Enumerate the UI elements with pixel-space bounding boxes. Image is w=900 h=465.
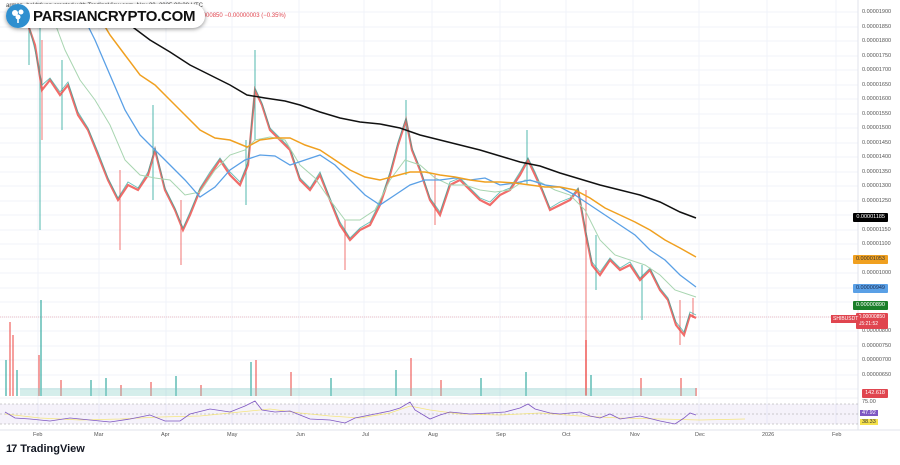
ma50-line	[79, 9, 697, 288]
price-label: 0.00001550	[862, 111, 892, 117]
ma20-price-tag: 0.00000890	[852, 301, 888, 310]
volume-bars	[5, 300, 697, 396]
volume-tag: 142.618	[862, 389, 888, 398]
bar-countdown: 15:21:52	[858, 321, 879, 327]
time-label: May	[227, 432, 238, 438]
ohlc-values: L0.00000843 C0.00000850 −0.00000003 (−0.…	[150, 13, 286, 19]
ma100-price-tag: 0.00001053	[852, 255, 888, 264]
price-label: 0.00001700	[862, 67, 892, 73]
price-label: 0.00000700	[862, 357, 892, 363]
tradingview-logo-icon: 17	[6, 443, 17, 455]
rsi-ma-value-tag: 38.33	[860, 419, 878, 425]
last-price-tag: 0.00000850 15:21:52	[855, 313, 888, 329]
price-label: 0.00000650	[862, 372, 892, 378]
tradingview-brand[interactable]: 17 TradingView	[6, 443, 85, 455]
price-label: 0.00001300	[862, 183, 892, 189]
price-label: 0.00000750	[862, 343, 892, 349]
time-label: Nov	[630, 432, 640, 438]
time-label: Aug	[428, 432, 438, 438]
ma100-line	[94, 9, 697, 258]
price-label: 0.00001800	[862, 38, 892, 44]
price-label: 0.00001850	[862, 24, 892, 30]
time-label: Jun	[296, 432, 305, 438]
price-label: 0.00000800	[862, 328, 892, 334]
ma50-price-tag: 0.00000949	[852, 284, 888, 293]
watermark-badge: PARSIANCRYPTO.COM	[6, 4, 206, 28]
rsi-axis[interactable]: 75.00 47.92 38.33	[860, 398, 900, 430]
price-label: 0.00001650	[862, 82, 892, 88]
ma200-line	[94, 9, 697, 219]
price-label: 0.00001400	[862, 154, 892, 160]
rsi-value-tag: 47.92	[860, 410, 878, 416]
ma20-line	[49, 9, 697, 298]
time-label: 2026	[762, 432, 775, 438]
candles	[19, 10, 697, 395]
price-label: 0.00001500	[862, 125, 892, 131]
rsi-label: 75.00	[862, 399, 876, 405]
tree-logo-icon	[6, 4, 30, 28]
time-label: Oct	[562, 432, 571, 438]
price-label: 0.00001100	[862, 241, 891, 247]
price-label: 0.00001350	[862, 169, 892, 175]
price-label: 0.00001900	[862, 9, 892, 15]
symbol-tag: SHIBUSDT	[831, 315, 861, 323]
time-label: Feb	[33, 432, 43, 438]
watermark-text: PARSIANCRYPTO.COM	[33, 7, 196, 25]
ma200-price-tag: 0.00001185	[853, 213, 888, 222]
price-label: 0.00001600	[862, 96, 892, 102]
tradingview-brand-text: TradingView	[20, 443, 85, 455]
price-label: 0.00001450	[862, 140, 892, 146]
price-label: 0.00001150	[862, 227, 891, 233]
price-label: 0.00001250	[862, 198, 892, 204]
price-axis[interactable]: 0.00001900 0.00001850 0.00001800 0.00001…	[862, 0, 900, 400]
time-label: Feb	[832, 432, 842, 438]
rsi-line	[4, 400, 697, 425]
time-label: Apr	[161, 432, 170, 438]
time-label: Jul	[362, 432, 370, 438]
time-label: Mar	[94, 432, 104, 438]
price-label: 0.00001000	[862, 270, 892, 276]
grid	[0, 0, 858, 425]
rsi-ma-line	[4, 405, 746, 421]
time-label: Sep	[496, 432, 506, 438]
price-label: 0.00001750	[862, 53, 892, 59]
last-price-value: 0.00000850	[858, 314, 885, 320]
time-axis[interactable]: Feb Mar Apr May Jun Jul Aug Sep Oct Nov …	[0, 430, 858, 440]
time-label: Dec	[695, 432, 705, 438]
